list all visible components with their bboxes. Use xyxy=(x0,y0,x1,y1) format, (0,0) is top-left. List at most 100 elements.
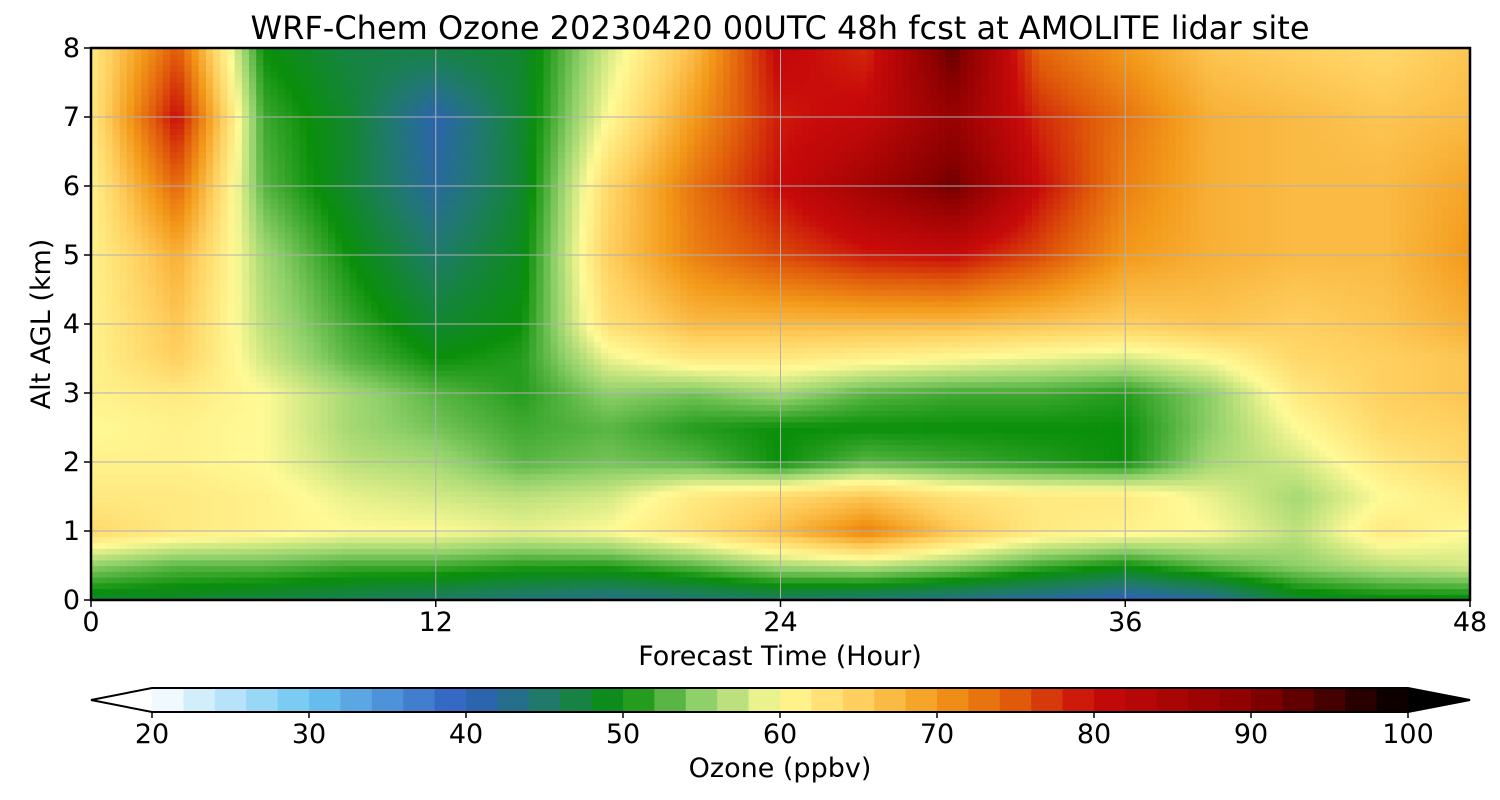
heatmap-cell xyxy=(1010,502,1019,509)
heatmap-cell xyxy=(644,502,652,509)
heatmap-cell xyxy=(1297,571,1306,578)
heatmap-cell xyxy=(442,490,451,498)
heatmap-cell xyxy=(1039,571,1047,578)
heatmap-cell xyxy=(593,450,602,457)
heatmap-cell xyxy=(529,525,537,532)
heatmap-cell xyxy=(636,531,645,538)
heatmap-cell xyxy=(1010,485,1019,492)
heatmap-cell xyxy=(852,502,861,509)
heatmap-cell xyxy=(830,519,839,526)
heatmap-cell xyxy=(1240,490,1248,498)
heatmap-cell xyxy=(486,519,494,526)
heatmap-cell xyxy=(1232,490,1241,498)
heatmap-cell xyxy=(1326,594,1335,600)
heatmap-cell xyxy=(1189,582,1198,590)
heatmap-cell xyxy=(1290,554,1299,561)
heatmap-cell xyxy=(773,571,782,578)
heatmap-cell xyxy=(794,554,803,561)
heatmap-cell xyxy=(852,542,861,549)
heatmap-cell xyxy=(414,502,422,509)
heatmap-cell xyxy=(1369,496,1378,503)
heatmap-cell xyxy=(521,485,530,492)
heatmap-cell xyxy=(1232,536,1241,544)
heatmap-cell xyxy=(1355,508,1363,515)
heatmap-cell xyxy=(320,479,329,486)
heatmap-cell xyxy=(1060,565,1069,572)
heatmap-cell xyxy=(1232,554,1241,561)
heatmap-cell xyxy=(845,577,853,584)
heatmap-cell xyxy=(205,594,214,600)
heatmap-cell xyxy=(1283,450,1292,457)
heatmap-cell xyxy=(457,577,466,584)
heatmap-cell xyxy=(464,582,473,590)
heatmap-cell xyxy=(1031,559,1040,567)
heatmap-cell xyxy=(1326,554,1335,561)
heatmap-cell xyxy=(938,571,947,578)
heatmap-cell xyxy=(1398,450,1406,457)
heatmap-cell xyxy=(191,479,200,486)
heatmap-cell xyxy=(170,536,178,544)
heatmap-cell xyxy=(220,531,229,538)
heatmap-cell xyxy=(981,490,990,498)
heatmap-cell xyxy=(744,467,753,475)
heatmap-cell xyxy=(708,542,717,549)
heatmap-cell xyxy=(112,542,121,549)
heatmap-cell xyxy=(1074,496,1083,503)
heatmap-cell xyxy=(830,554,839,561)
heatmap-cell xyxy=(1189,496,1198,503)
heatmap-cell xyxy=(1153,582,1162,590)
heatmap-cell xyxy=(1462,496,1470,503)
heatmap-cell xyxy=(586,496,595,503)
heatmap-cell xyxy=(773,513,782,521)
heatmap-cell xyxy=(249,565,257,572)
heatmap-cell xyxy=(1089,473,1098,480)
heatmap-cell xyxy=(809,519,818,526)
heatmap-cell xyxy=(162,519,171,526)
heatmap-cell xyxy=(1017,536,1026,544)
heatmap-cell xyxy=(213,479,221,486)
heatmap-cell xyxy=(1355,588,1363,595)
heatmap-cell xyxy=(1067,508,1076,515)
heatmap-cell xyxy=(924,519,932,526)
heatmap-cell xyxy=(1132,473,1141,480)
heatmap-cell xyxy=(1096,490,1105,498)
heatmap-cell xyxy=(220,594,229,600)
heatmap-cell xyxy=(521,582,530,590)
heatmap-cell xyxy=(1355,565,1363,572)
heatmap-cell xyxy=(1132,490,1141,498)
heatmap-cell xyxy=(450,588,458,595)
heatmap-cell xyxy=(1096,594,1105,600)
heatmap-cell xyxy=(823,502,832,509)
heatmap-cell xyxy=(1376,513,1385,521)
heatmap-cell xyxy=(227,490,236,498)
heatmap-cell xyxy=(1261,536,1270,544)
heatmap-cell xyxy=(1067,582,1076,590)
heatmap-cell xyxy=(1383,536,1392,544)
heatmap-cell xyxy=(557,571,566,578)
heatmap-cell xyxy=(550,594,559,600)
heatmap-cell xyxy=(98,456,106,463)
heatmap-cell xyxy=(1039,513,1047,521)
heatmap-cell xyxy=(241,462,250,469)
heatmap-cell xyxy=(895,548,904,555)
heatmap-cell xyxy=(636,450,645,457)
heatmap-cell xyxy=(895,536,904,544)
heatmap-cell xyxy=(284,565,293,572)
heatmap-cell xyxy=(414,582,422,590)
heatmap-cell xyxy=(450,462,458,469)
heatmap-cell xyxy=(1132,462,1141,469)
heatmap-cell xyxy=(1053,531,1062,538)
heatmap-cell xyxy=(478,450,487,457)
heatmap-cell xyxy=(1333,467,1342,475)
heatmap-cell xyxy=(134,508,142,515)
heatmap-cell xyxy=(1211,548,1220,555)
heatmap-cell xyxy=(1046,479,1055,486)
heatmap-cell xyxy=(363,508,372,515)
heatmap-cell xyxy=(794,450,803,457)
heatmap-cell xyxy=(687,490,695,498)
heatmap-cell xyxy=(170,542,178,549)
heatmap-cell xyxy=(1017,508,1026,515)
heatmap-cell xyxy=(1003,485,1011,492)
heatmap-cell xyxy=(773,508,782,515)
heatmap-cell xyxy=(1031,594,1040,600)
